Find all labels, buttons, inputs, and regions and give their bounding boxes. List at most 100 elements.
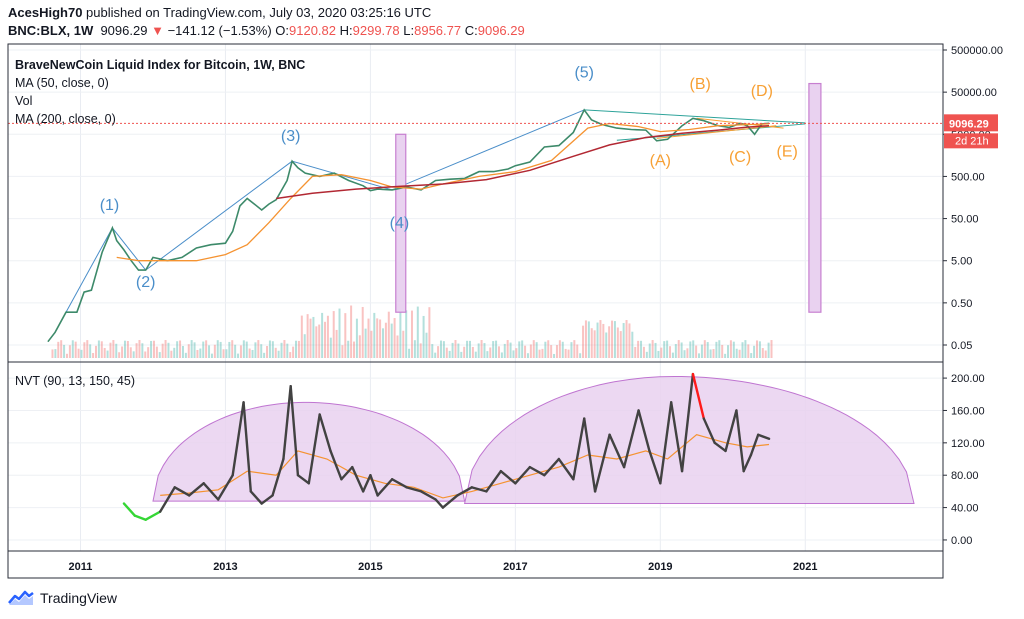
- legend-vol[interactable]: Vol: [15, 94, 33, 108]
- volume-bar: [640, 340, 643, 358]
- volume-bar: [524, 345, 527, 358]
- x-tick-label: 2011: [69, 561, 93, 573]
- volume-bar: [558, 340, 561, 358]
- volume-bar: [292, 346, 295, 358]
- x-tick-label: 2013: [213, 561, 237, 573]
- volume-bar: [761, 348, 764, 358]
- volume-bar: [112, 340, 115, 358]
- volume-bar: [631, 331, 634, 358]
- nvt-tick-label: 120.00: [951, 438, 985, 450]
- legend-nvt[interactable]: NVT (90, 13, 150, 45): [15, 374, 135, 388]
- volume-bar: [442, 341, 445, 358]
- corrective-wave-label: (B): [690, 76, 711, 93]
- volume-bar: [408, 348, 411, 358]
- volume-bar: [582, 325, 585, 358]
- volume-bar: [712, 349, 715, 358]
- legend-ma50[interactable]: MA (50, close, 0): [15, 76, 109, 90]
- chart-frame: [7, 43, 944, 579]
- volume-bar: [303, 334, 306, 358]
- nvt-segment: [242, 401, 253, 493]
- nvt-segment: [282, 384, 292, 461]
- volume-bar: [616, 327, 619, 358]
- nvt-segment: [456, 486, 474, 497]
- volume-bar: [94, 345, 97, 358]
- volume-bar: [732, 341, 735, 358]
- volume-bar: [738, 349, 741, 358]
- author-name[interactable]: AcesHigh70: [8, 5, 83, 20]
- publish-line: AcesHigh70 published on TradingView.com,…: [8, 5, 431, 20]
- elliott-wave-label: (2): [136, 274, 156, 291]
- volume-bar: [654, 342, 657, 358]
- nvt-segment: [583, 417, 597, 493]
- volume-bar: [86, 340, 89, 358]
- volume-bar: [619, 331, 622, 358]
- nvt-segment: [593, 433, 611, 493]
- volume-bar: [57, 341, 60, 358]
- volume-bar: [544, 341, 547, 358]
- nvt-segment: [173, 486, 191, 497]
- volume-bar: [518, 341, 521, 358]
- volume-bar: [660, 347, 663, 358]
- volume-bar: [344, 313, 347, 358]
- volume-bar: [747, 344, 750, 358]
- nvt-segment: [231, 401, 245, 477]
- volume-bar: [703, 340, 706, 358]
- volume-bar: [358, 335, 361, 358]
- volume-bar: [170, 350, 173, 358]
- volume-bar: [547, 340, 550, 358]
- volume-bar: [553, 353, 556, 358]
- volume-bar: [68, 345, 71, 358]
- volume-bar: [51, 349, 54, 358]
- volume-bar: [410, 310, 413, 358]
- volume-bar: [579, 353, 582, 358]
- nvt-segment: [680, 372, 695, 473]
- ma50-line: [116, 122, 770, 262]
- volume-bar: [532, 340, 535, 358]
- volume-bar: [268, 340, 271, 358]
- volume-bar: [60, 340, 63, 358]
- nvt-segment: [249, 490, 263, 505]
- nvt-segment: [419, 490, 437, 501]
- volume-bar: [671, 352, 674, 358]
- volume-bar: [370, 330, 373, 358]
- volume-bar: [341, 345, 344, 358]
- ohlc-line: BNC:BLX, 1W 9096.29 ▼ −141.12 (−1.53%) O…: [8, 23, 525, 38]
- volume-bar: [474, 351, 477, 358]
- volume-bar: [184, 352, 187, 358]
- volume-bar: [382, 328, 384, 358]
- price-legend: BraveNewCoin Liquid Index for Bitcoin, 1…: [15, 56, 305, 128]
- volume-bar: [158, 352, 161, 358]
- price-tick-label: 50000.00: [951, 87, 997, 99]
- nvt-segment: [659, 401, 673, 485]
- volume-bar: [396, 335, 399, 358]
- volume-bar: [645, 351, 648, 358]
- volume-bar: [129, 347, 132, 358]
- last-price-badge: [944, 114, 998, 132]
- volume-bar: [689, 341, 692, 358]
- volume-bar: [138, 340, 141, 358]
- volume-bar: [448, 350, 451, 358]
- volume-bar: [237, 353, 240, 358]
- volume-bar: [376, 318, 379, 358]
- volume-bar: [355, 318, 358, 358]
- volume-bar: [425, 332, 428, 358]
- volume-bar: [277, 350, 280, 358]
- nvt-segment: [669, 401, 684, 473]
- volume-bar: [503, 343, 506, 358]
- legend-ma200[interactable]: MA (200, close, 0): [15, 112, 116, 126]
- volume-bar: [596, 322, 599, 358]
- volume-bar: [721, 344, 724, 358]
- tradingview-footer[interactable]: TradingView: [8, 590, 117, 606]
- volume-bar: [332, 311, 335, 358]
- volume-bar: [161, 343, 164, 358]
- volume-bar: [321, 312, 324, 358]
- nvt-segment: [133, 514, 147, 521]
- volume-bar: [509, 342, 512, 358]
- volume-bar: [245, 341, 248, 358]
- volume-bar: [393, 318, 396, 358]
- volume-bar: [399, 309, 402, 358]
- volume-bar: [471, 346, 474, 358]
- volume-bar: [500, 352, 503, 358]
